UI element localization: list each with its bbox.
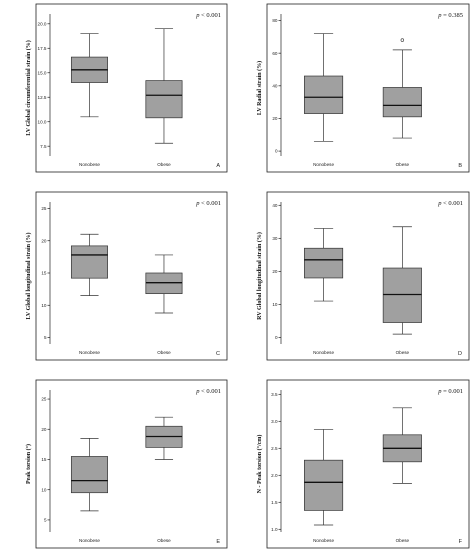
y-tick-label: 15	[41, 457, 47, 462]
y-tick-label: 17.5	[38, 46, 47, 51]
panel-B: 0 20 40 60 80 LV Radial strain (%) p = 0.385 B N…	[256, 3, 470, 173]
x-category-label: Nonobese	[79, 350, 100, 355]
box-nonobese	[304, 33, 344, 142]
x-category-label: Nonobese	[313, 162, 334, 167]
outlier-point	[400, 38, 405, 42]
x-category-label: Obese	[396, 538, 410, 543]
x-category-label: Obese	[396, 350, 410, 355]
y-tick-label: 25	[41, 206, 47, 211]
y-tick-label: 7.5	[40, 144, 47, 149]
y-tick-label: 30	[272, 236, 278, 241]
box-obese	[145, 28, 183, 144]
y-tick-label: 20	[272, 269, 278, 274]
iqr-box	[70, 456, 108, 494]
box-obese	[145, 416, 183, 460]
panel-letter: E	[216, 539, 220, 545]
box-obese	[145, 254, 183, 314]
p-value-label: p < 0.001	[195, 388, 221, 395]
x-category-label: Nonobese	[313, 350, 334, 355]
y-axis-title: N - Peak torsion (°/cm)	[256, 435, 263, 494]
x-category-label: Obese	[396, 162, 410, 167]
p-value-label: p = 0.385	[437, 12, 463, 19]
p-value-label: p < 0.001	[195, 200, 221, 207]
y-tick-label: 12.5	[38, 95, 47, 100]
y-tick-label: 40	[272, 203, 278, 208]
y-tick-label: 10	[272, 302, 278, 307]
y-tick-label: 15	[41, 271, 47, 276]
y-tick-label: 5	[44, 335, 47, 340]
iqr-box	[304, 247, 344, 279]
iqr-box	[382, 267, 422, 323]
y-tick-label: 3.5	[271, 392, 278, 397]
x-category-label: Obese	[157, 162, 171, 167]
box-nonobese	[70, 233, 108, 296]
panel-E: 5 10 15 20 25 Peak torsion (°) p < 0.001 E Nonob…	[25, 379, 228, 549]
iqr-box	[145, 80, 183, 119]
panel-D: 0 10 20 30 40 RV Global longitudinal strain (…	[256, 191, 470, 361]
x-category-label: Nonobese	[313, 538, 334, 543]
y-tick-label: 3.0	[271, 419, 278, 424]
y-tick-label: 2.5	[271, 446, 278, 451]
p-value-label: p = 0.001	[437, 388, 463, 395]
y-tick-label: 20.0	[38, 21, 47, 26]
y-tick-label: 0	[275, 335, 278, 340]
y-tick-label: 10	[41, 303, 47, 308]
panel-frame	[266, 3, 470, 173]
box-nonobese	[70, 33, 108, 118]
x-category-label: Obese	[157, 350, 171, 355]
box-obese	[382, 407, 422, 484]
y-tick-label: 2.0	[271, 473, 278, 478]
panel-A: 7.5 10.0 12.5 15.0 17.5 20.0 LV Global circumf…	[25, 3, 228, 173]
y-tick-label: 20	[272, 116, 278, 121]
y-axis-title: LV Global circumferential strain (%)	[25, 40, 32, 135]
y-tick-label: 20	[41, 238, 47, 243]
p-value-label: p < 0.001	[195, 12, 221, 19]
box-nonobese	[70, 437, 108, 512]
panel-frame	[266, 191, 470, 361]
y-tick-label: 40	[272, 83, 278, 88]
panel-letter: D	[458, 351, 462, 357]
y-tick-label: 10	[41, 487, 47, 492]
box-obese	[382, 38, 422, 139]
y-tick-label: 80	[272, 18, 278, 23]
iqr-box	[382, 87, 422, 118]
panel-F: 1.0 1.5 2.0 2.5 3.0 3.5 N - Peak torsion (°/cm…	[256, 379, 470, 549]
x-category-label: Obese	[157, 538, 171, 543]
y-axis-title: LV Radial strain (%)	[256, 61, 263, 115]
y-tick-label: 1.5	[271, 500, 278, 505]
y-tick-label: 25	[41, 397, 47, 402]
y-tick-label: 20	[41, 427, 47, 432]
iqr-box	[304, 75, 344, 114]
x-category-label: Nonobese	[79, 538, 100, 543]
box-nonobese	[304, 429, 344, 526]
panel-frame	[35, 3, 228, 173]
iqr-box	[70, 245, 108, 279]
y-tick-label: 5	[44, 518, 47, 523]
y-tick-label: 60	[272, 51, 278, 56]
y-tick-label: 0	[275, 149, 278, 154]
y-tick-label: 1.0	[271, 527, 278, 532]
y-axis-title: RV Global longitudinal strain (%)	[256, 232, 263, 320]
panel-letter: C	[216, 351, 220, 357]
y-axis-title: Peak torsion (°)	[25, 444, 32, 484]
panel-C: 5 10 15 20 25 LV Global longitudinal strain (…	[25, 191, 228, 361]
box-obese	[382, 226, 422, 335]
y-tick-label: 15.0	[38, 70, 47, 75]
y-axis-title: LV Global longitudinal strain (%)	[25, 232, 32, 319]
y-tick-label: 10.0	[38, 119, 47, 124]
panel-frame	[266, 379, 470, 549]
x-category-label: Nonobese	[79, 162, 100, 167]
panel-letter: F	[459, 539, 463, 545]
p-value-label: p < 0.001	[437, 200, 463, 207]
panel-frame	[35, 191, 228, 361]
box-nonobese	[304, 228, 344, 302]
panel-letter: A	[216, 163, 220, 169]
iqr-box	[304, 459, 344, 511]
panel-letter: B	[458, 163, 462, 169]
panel-frame	[35, 379, 228, 549]
